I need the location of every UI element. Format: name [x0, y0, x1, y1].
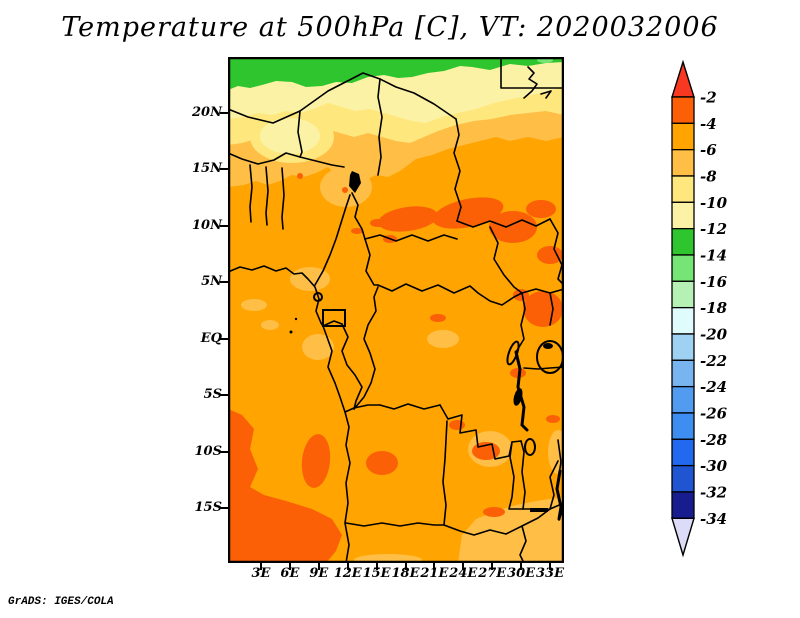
y-tick-label: 10S — [194, 443, 222, 459]
x-tick-label: 12E — [333, 566, 362, 581]
x-tick-label: 18E — [391, 566, 420, 581]
y-tick-label: 15S — [194, 500, 222, 515]
x-tick-mark — [346, 563, 349, 570]
y-tick-label: 20N — [192, 105, 222, 120]
y-tick-mark — [220, 450, 228, 453]
colorbar-cell — [671, 280, 695, 309]
y-tick-label: 5S — [203, 387, 222, 403]
colorbar-label: -20 — [700, 325, 728, 343]
y-tick-label: 10N — [192, 217, 222, 233]
red-contour-blobs — [228, 173, 563, 563]
x-tick-mark — [260, 563, 262, 570]
colorbar-up-arrow — [671, 59, 695, 98]
map-frame — [228, 57, 564, 563]
colorbar-cell — [671, 149, 695, 177]
y-tick-mark — [220, 168, 228, 171]
x-tick-label: 3E — [251, 566, 271, 581]
y-tick-label: 15N — [192, 161, 222, 177]
y-tick-label: 5N — [201, 274, 222, 290]
colorbar-cell — [671, 385, 695, 414]
colorbar-label: -30 — [700, 457, 728, 475]
x-tick-mark — [375, 563, 378, 570]
colorbar-label: -26 — [700, 404, 728, 422]
colorbar: -2 -4 -6 -8 -10 -12 -14 -16 -18 -20 -22 -24 -26 -28 -3… — [671, 59, 728, 558]
colorbar-label: -16 — [700, 273, 728, 291]
colorbar-cell — [671, 227, 695, 256]
x-tick-mark — [549, 563, 551, 570]
colorbar-cell — [671, 175, 695, 203]
x-tick-label: 9E — [309, 566, 329, 581]
colorbar-label: -2 — [700, 89, 717, 107]
colorbar-cell — [671, 412, 695, 440]
colorbar-label: -22 — [700, 352, 727, 370]
x-tick-mark — [462, 563, 465, 570]
colorbar-cell — [671, 333, 695, 361]
x-tick-mark — [520, 563, 523, 570]
lakes — [349, 171, 564, 521]
y-tick-label: EQ — [200, 330, 222, 346]
x-tick-mark — [317, 563, 320, 570]
map-plot — [228, 57, 564, 563]
colorbar-label: -18 — [700, 299, 728, 317]
colorbar-cell — [671, 122, 695, 151]
y-tick-mark — [220, 394, 228, 397]
y-tick-mark — [220, 337, 228, 340]
x-tick-mark — [404, 563, 407, 570]
colorbar-cell — [671, 96, 695, 124]
plot-title: Temperature at 500hPa [C], VT: 202003200… — [61, 12, 719, 43]
y-tick-mark — [220, 224, 228, 227]
grads-credit: GrADS: IGES/COLA — [8, 596, 114, 608]
y-tick-mark — [220, 281, 228, 284]
colorbar-cell — [671, 201, 695, 230]
colorbar-label: -32 — [700, 483, 727, 501]
y-tick-mark — [220, 112, 228, 114]
x-tick-label: 21E — [420, 566, 449, 581]
colorbar-cell — [671, 359, 695, 388]
colorbar-label: -6 — [700, 141, 717, 159]
colorbar-cell — [671, 254, 695, 282]
colorbar-label: -24 — [700, 378, 727, 396]
x-tick-mark — [491, 563, 494, 570]
country-borders — [228, 57, 564, 563]
colorbar-label: -28 — [700, 431, 728, 449]
y-tick-mark — [220, 507, 228, 509]
colorbar-label: -34 — [700, 510, 727, 528]
colorbar-label: -10 — [700, 194, 728, 212]
colorbar-cell — [671, 464, 695, 493]
x-tick-label: 24E — [449, 566, 478, 581]
colorbar-cell — [671, 306, 695, 335]
colorbar-cell — [671, 491, 695, 519]
x-tick-label: 27E — [478, 566, 507, 581]
colorbar-cell — [671, 438, 695, 467]
colorbar-label: -4 — [700, 115, 717, 133]
x-tick-label: 33E — [536, 566, 564, 581]
colorbar-label: -8 — [700, 167, 717, 185]
x-tick-label: 30E — [507, 566, 536, 581]
x-tick-label: 6E — [280, 566, 300, 581]
x-tick-label: 15E — [362, 566, 391, 581]
x-tick-mark — [288, 563, 291, 570]
x-tick-mark — [433, 563, 436, 570]
colorbar-label: -14 — [700, 246, 727, 264]
colorbar-down-arrow — [671, 517, 695, 558]
colorbar-label: -12 — [700, 220, 727, 238]
